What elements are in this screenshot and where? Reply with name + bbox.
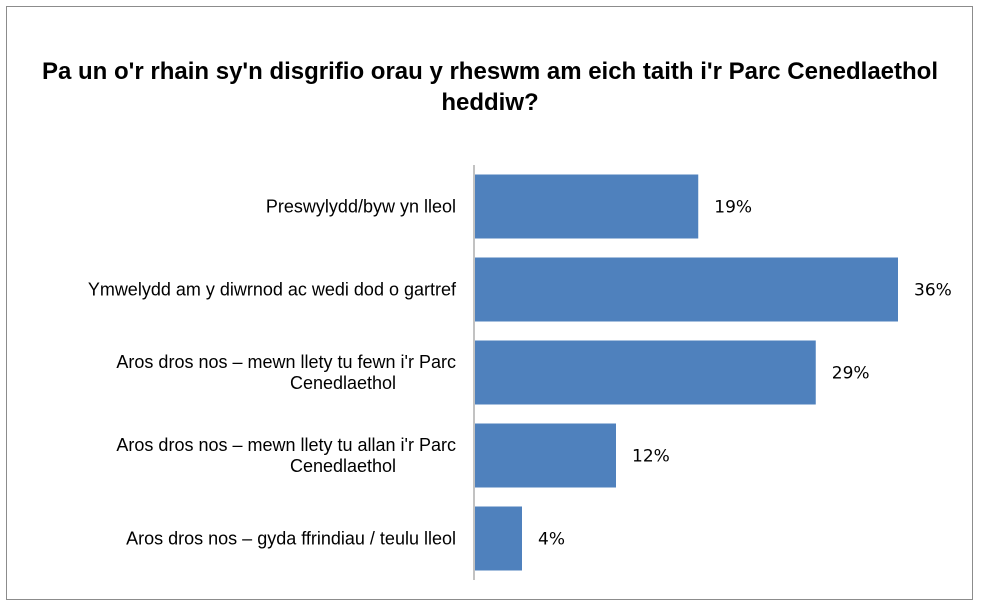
value-label-2: 29%: [832, 364, 870, 384]
category-label-1: Ymwelydd am y diwrnod ac wedi dod o gart…: [88, 280, 457, 300]
category-label-2-line-0: Aros dros nos – mewn llety tu fewn i'r P…: [116, 352, 456, 372]
value-label-0: 19%: [714, 198, 752, 218]
category-label-3-line-0: Aros dros nos – mewn llety tu allan i'r …: [116, 435, 456, 455]
bar-0: [475, 174, 699, 239]
value-label-3: 12%: [632, 447, 670, 467]
category-label-3-line-1: Cenedlaethol: [290, 456, 396, 476]
bar-4: [475, 506, 522, 571]
category-label-4: Aros dros nos – gyda ffrindiau / teulu l…: [126, 529, 456, 549]
category-label-0: Preswylydd/byw yn lleol: [266, 197, 456, 217]
bar-3: [475, 423, 616, 488]
bar-1: [475, 257, 898, 322]
category-label-2-line-1: Cenedlaethol: [290, 373, 396, 393]
chart-title: Pa un o'r rhain sy'n disgrifio orau y rh…: [41, 58, 938, 116]
bar-2: [475, 340, 816, 405]
value-label-4: 4%: [538, 530, 565, 550]
value-label-1: 36%: [914, 281, 952, 301]
